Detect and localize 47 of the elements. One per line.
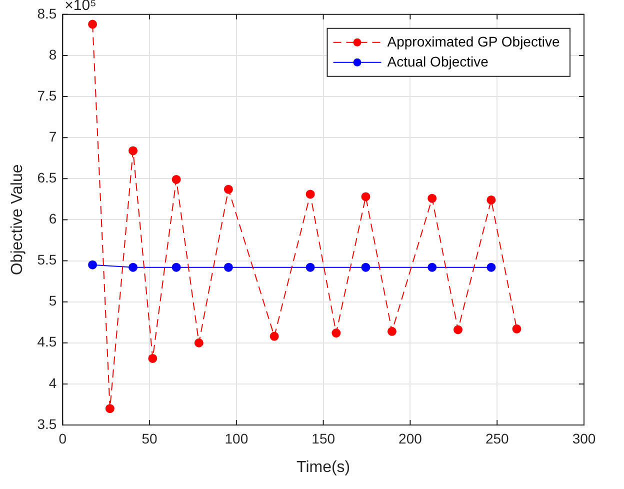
legend-label: Actual Objective [387, 53, 489, 70]
x-tick-label: 100 [224, 430, 248, 446]
point [306, 262, 315, 272]
x-tick-label: 0 [58, 430, 67, 446]
y-tick-label: 7.5 [37, 87, 57, 104]
legend-label: Approximated GP Objective [387, 33, 560, 50]
point [88, 260, 98, 270]
point [332, 328, 341, 338]
y-axis-title: Objective Value [9, 164, 26, 276]
point [128, 262, 138, 272]
point [361, 192, 370, 202]
x-tick-label: 250 [485, 430, 510, 446]
point [148, 354, 158, 363]
x-tick-label: 300 [572, 430, 596, 446]
point [387, 326, 396, 336]
x-axis-title: Time(s) [296, 458, 350, 476]
text: ×10⁵ [64, 0, 96, 14]
y-tick-label: 4 [48, 374, 57, 391]
y-tick-label: 8 [48, 46, 57, 62]
y-tick-label: 4.5 [37, 334, 57, 350]
point [361, 262, 370, 272]
y-tick-label: 6.5 [37, 170, 57, 186]
point [428, 194, 437, 203]
x-tick-label: 50 [142, 430, 158, 446]
y-tick-label: 5.5 [37, 252, 57, 268]
point [88, 20, 98, 29]
x-tick-label: 150 [312, 430, 336, 446]
point [224, 184, 233, 194]
y-tick-label: 3.5 [37, 416, 57, 432]
point [224, 262, 233, 272]
y-tick-label: 5 [48, 292, 57, 309]
point [428, 262, 437, 272]
point [105, 404, 114, 414]
point [486, 195, 496, 204]
point [512, 324, 522, 334]
point [486, 262, 496, 272]
x-tick-label: 200 [398, 430, 422, 446]
point [194, 338, 204, 348]
point [270, 332, 279, 341]
y-tick-label: 7 [48, 128, 57, 144]
point [454, 325, 463, 334]
y-tick-label: 6 [48, 210, 57, 227]
point [172, 262, 181, 272]
point [128, 146, 138, 156]
point [172, 174, 181, 184]
y-tick-label: 8.5 [37, 5, 57, 22]
point [306, 190, 315, 199]
